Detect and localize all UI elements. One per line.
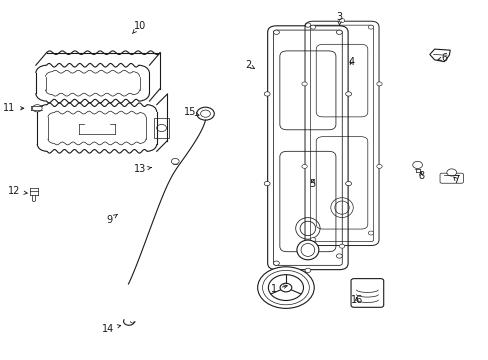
Ellipse shape: [301, 243, 314, 256]
Text: 1: 1: [270, 284, 286, 294]
Circle shape: [345, 92, 351, 96]
Circle shape: [310, 238, 315, 242]
Text: 2: 2: [245, 60, 254, 70]
Circle shape: [273, 30, 279, 35]
Circle shape: [262, 270, 309, 305]
FancyBboxPatch shape: [439, 173, 463, 183]
Text: 3: 3: [336, 12, 342, 25]
Text: 5: 5: [309, 179, 315, 189]
Circle shape: [339, 19, 344, 23]
Text: 15: 15: [183, 107, 199, 117]
Text: 11: 11: [3, 103, 24, 113]
Circle shape: [446, 169, 456, 176]
Circle shape: [196, 107, 214, 120]
Text: 14: 14: [102, 324, 121, 334]
Circle shape: [301, 165, 306, 168]
Text: 10: 10: [132, 21, 145, 33]
Text: 16: 16: [350, 295, 362, 305]
Circle shape: [273, 261, 279, 265]
Text: 9: 9: [106, 215, 117, 225]
Circle shape: [157, 125, 166, 132]
Circle shape: [268, 275, 303, 301]
Circle shape: [412, 161, 422, 168]
Text: 12: 12: [8, 186, 27, 197]
Circle shape: [301, 82, 306, 86]
Circle shape: [367, 25, 373, 29]
Circle shape: [336, 30, 342, 35]
Circle shape: [264, 181, 269, 186]
Text: 8: 8: [417, 171, 423, 181]
Polygon shape: [429, 49, 449, 62]
Text: 4: 4: [348, 57, 354, 67]
Circle shape: [200, 110, 210, 117]
Circle shape: [264, 92, 269, 96]
Bar: [154, 118, 168, 138]
Circle shape: [336, 254, 342, 258]
Text: 13: 13: [133, 164, 151, 174]
Circle shape: [345, 181, 351, 186]
Circle shape: [305, 23, 310, 27]
Circle shape: [305, 268, 310, 273]
Circle shape: [171, 158, 179, 164]
Circle shape: [367, 231, 373, 235]
Circle shape: [280, 283, 291, 292]
Circle shape: [32, 105, 42, 112]
Text: 7: 7: [452, 175, 459, 185]
Ellipse shape: [296, 240, 318, 260]
Circle shape: [310, 25, 315, 29]
Circle shape: [339, 244, 344, 248]
FancyBboxPatch shape: [350, 279, 383, 307]
Circle shape: [257, 267, 314, 309]
Circle shape: [376, 82, 382, 86]
Text: 6: 6: [437, 53, 447, 63]
Circle shape: [376, 165, 382, 168]
